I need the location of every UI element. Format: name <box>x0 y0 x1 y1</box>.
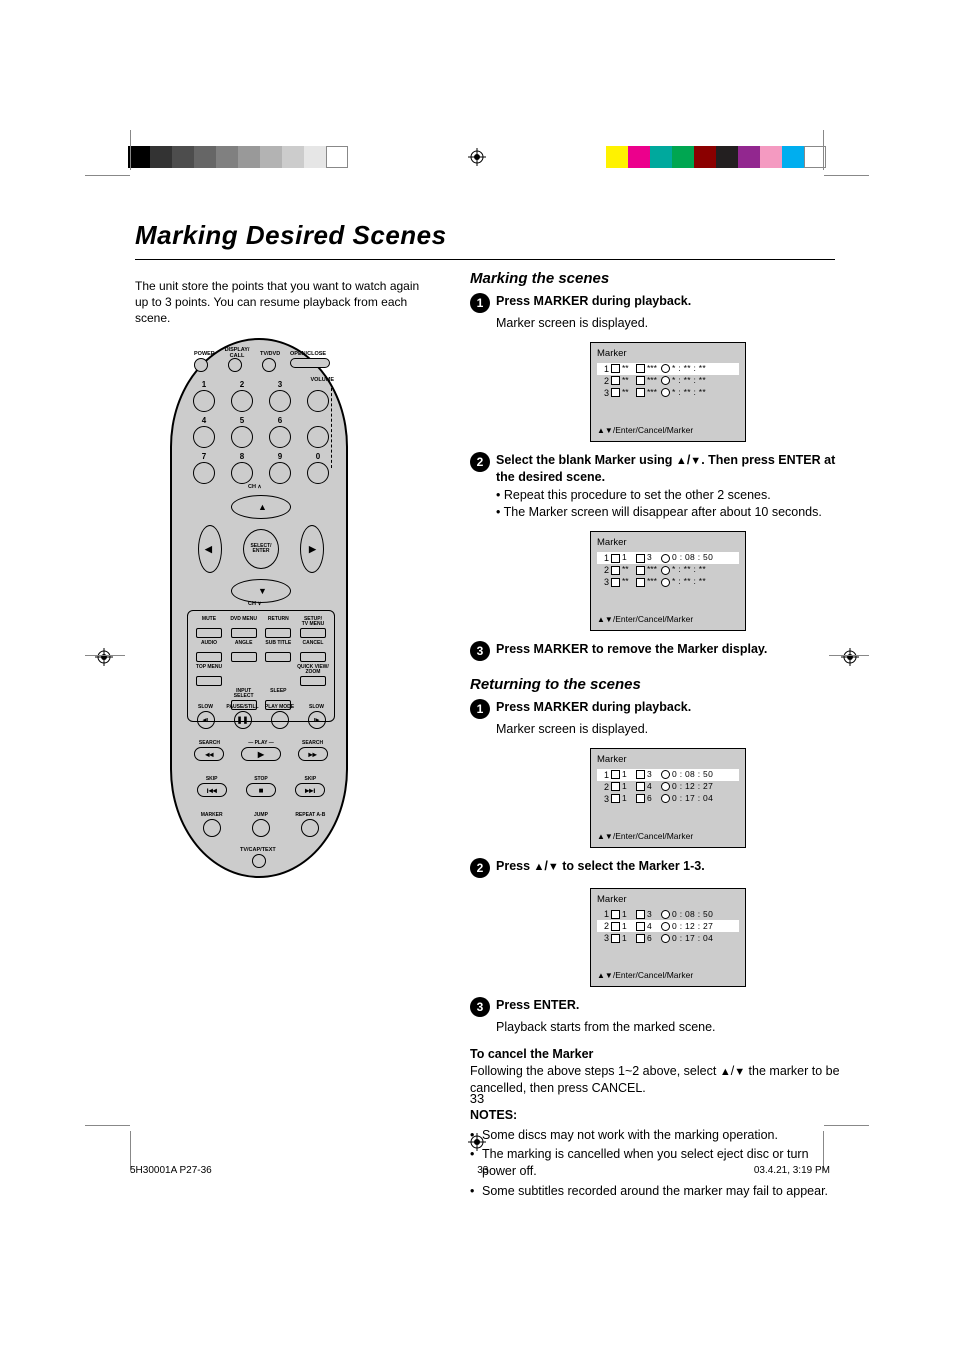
power-label: POWER <box>194 352 215 358</box>
registration-mark-icon <box>841 648 859 666</box>
marker-osd-screen-3: Marker 1 1 3 0 : 08 : 50 2 1 4 0 : 12 : … <box>590 748 746 848</box>
crop-mark <box>130 130 131 170</box>
step-text: Press MARKER to remove the Marker displa… <box>496 642 767 656</box>
crop-mark <box>85 1125 130 1126</box>
return-step-1: 1 Press MARKER during playback. Marker s… <box>470 699 840 738</box>
transport-row-1: SLOW◂ıPAUSE/STILL❚❚PLAY MODESLOWı▸ <box>187 704 335 729</box>
openclose-button <box>290 358 330 368</box>
step-number-badge: 2 <box>470 858 490 878</box>
crop-mark <box>823 130 824 170</box>
number-pad: 123 456 7890 <box>190 380 332 488</box>
step-text: Press MARKER during playback. <box>496 294 691 308</box>
returning-heading: Returning to the scenes <box>470 675 840 695</box>
step-subtext: • Repeat this procedure to set the other… <box>496 487 840 521</box>
page-title: Marking Desired Scenes <box>135 220 447 251</box>
triangle-up-icon: ▲ <box>534 861 545 873</box>
step-text: Select the blank Marker using <box>496 453 676 467</box>
dpad-right-button: ▶ <box>300 525 324 573</box>
tvcap-button <box>252 854 266 868</box>
footer-metadata: 5H30001A P27-36 33 03.4.21, 3:19 PM <box>130 1165 830 1176</box>
marker-osd-screen-2: Marker 1 1 3 0 : 08 : 50 2 ** *** * : **… <box>590 531 746 631</box>
step-text: Press <box>496 859 534 873</box>
intro-text: The unit store the points that you want … <box>135 278 435 327</box>
footer-file: 5H30001A P27-36 <box>130 1165 212 1176</box>
openclose-label: OPEN/CLOSE <box>290 352 326 358</box>
step-subtext: Playback starts from the marked scene. <box>496 1019 840 1036</box>
printer-color-bar <box>606 146 826 168</box>
notes-list: •Some discs may not work with the markin… <box>470 1127 840 1201</box>
dpad-up-button: ▲ <box>231 495 291 519</box>
step-number-badge: 3 <box>470 997 490 1017</box>
footer-page: 33 <box>477 1165 488 1176</box>
step-subtext: Marker screen is displayed. <box>496 315 840 332</box>
search-row: SEARCH◂◂ — PLAY —▶ SEARCH▸▸ <box>187 740 335 761</box>
volume-label: VOLUME <box>310 378 334 384</box>
page-number: 33 <box>470 1091 484 1106</box>
step-subtext: Marker screen is displayed. <box>496 721 840 738</box>
bottom-row: MARKER JUMP REPEAT A-B <box>187 812 335 837</box>
footer-date: 03.4.21, 3:19 PM <box>754 1165 830 1176</box>
crop-mark <box>85 175 130 176</box>
triangle-up-icon: ▲ <box>720 1066 731 1078</box>
dpad: ▲ ▼ ◀ ▶ SELECT/ ENTER <box>198 495 324 603</box>
tvcap-label: TV/CAP/TEXT <box>240 848 276 854</box>
step-number-badge: 1 <box>470 699 490 719</box>
ch-up-label: CH ∧ <box>248 485 262 491</box>
marker-osd-screen-1: Marker 1 ** *** * : ** : ** 2 ** *** * :… <box>590 342 746 442</box>
volume-bracket <box>331 388 332 468</box>
cancel-heading: To cancel the Marker <box>470 1046 840 1063</box>
printer-grayscale-bar <box>128 146 348 168</box>
marking-step-3: 3 Press MARKER to remove the Marker disp… <box>470 641 840 661</box>
registration-mark-icon <box>468 148 486 166</box>
return-step-2: 2 Press ▲/▼ to select the Marker 1-3. <box>470 858 840 878</box>
step-text: Press ENTER. <box>496 998 579 1012</box>
select-enter-button: SELECT/ ENTER <box>243 529 279 569</box>
marking-heading: Marking the scenes <box>470 269 840 289</box>
tvdvd-button <box>262 358 276 372</box>
tvdvd-label: TV/DVD <box>260 352 280 358</box>
triangle-up-icon: ▲ <box>676 455 687 467</box>
triangle-down-icon: ▼ <box>690 455 701 467</box>
step-text: to select the Marker 1-3. <box>559 859 705 873</box>
triangle-down-icon: ▼ <box>734 1066 745 1078</box>
step-number-badge: 3 <box>470 641 490 661</box>
dpad-down-button: ▼ <box>231 579 291 603</box>
display-button <box>228 358 242 372</box>
skip-row: SKIPı◂◂ STOP■ SKIP▸▸ı <box>187 776 335 797</box>
note-item: Some subtitles recorded around the marke… <box>482 1183 828 1200</box>
step-number-badge: 2 <box>470 452 490 472</box>
ch-down-label: CH ∨ <box>248 602 262 608</box>
cancel-text: Following the above steps 1~2 above, sel… <box>470 1063 840 1097</box>
note-item: Some discs may not work with the marking… <box>482 1127 778 1144</box>
power-button <box>194 358 208 372</box>
step-number-badge: 1 <box>470 293 490 313</box>
dpad-left-button: ◀ <box>198 525 222 573</box>
notes-heading: NOTES: <box>470 1107 840 1124</box>
remote-control-diagram: POWER DISPLAY/ CALL TV/DVD OPEN/CLOSE 12… <box>170 338 348 878</box>
marking-step-2: 2 Select the blank Marker using ▲/▼. The… <box>470 452 840 522</box>
crop-mark <box>824 175 869 176</box>
marking-step-1: 1 Press MARKER during playback. Marker s… <box>470 293 840 332</box>
crop-mark <box>85 655 125 656</box>
triangle-down-icon: ▼ <box>548 861 559 873</box>
step-text: Press MARKER during playback. <box>496 700 691 714</box>
marker-osd-screen-4: Marker 1 1 3 0 : 08 : 50 2 1 4 0 : 12 : … <box>590 888 746 988</box>
return-step-3: 3 Press ENTER. Playback starts from the … <box>470 997 840 1036</box>
registration-mark-icon <box>95 648 113 666</box>
